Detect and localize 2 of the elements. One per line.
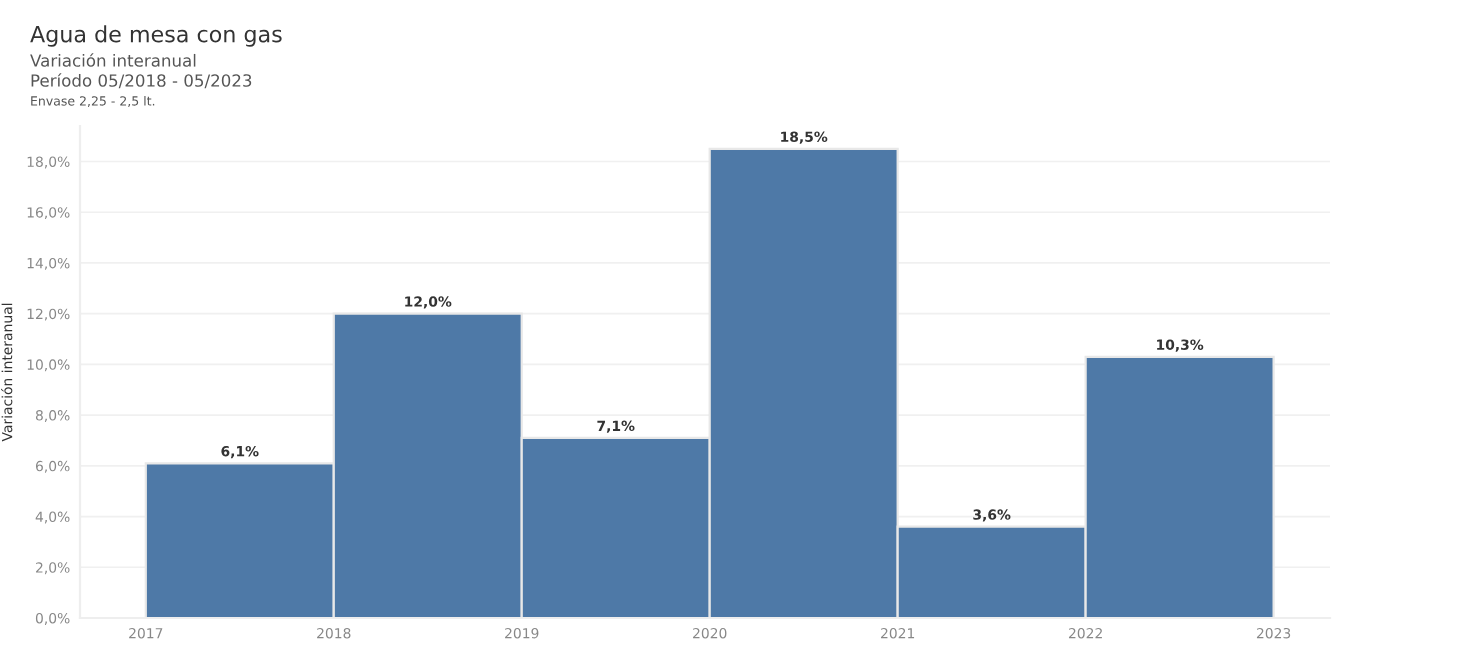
chart-subtitle: Variación interanual Período 05/2018 - 05/2023 (30, 53, 252, 89)
chart-title: Agua de mesa con gas (30, 25, 282, 47)
